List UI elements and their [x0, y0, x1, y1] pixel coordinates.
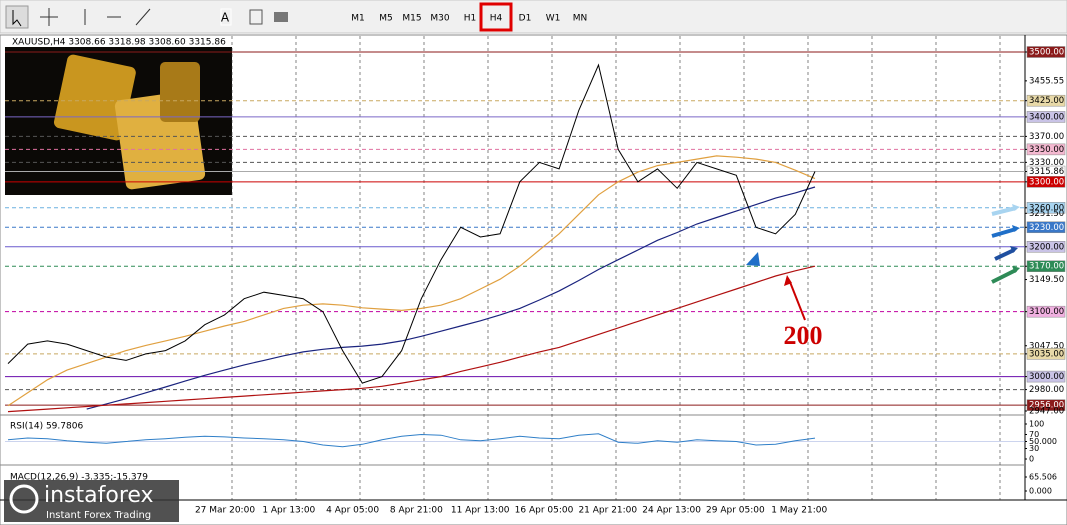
macd-tick-label: 0.000	[1029, 487, 1052, 496]
price-label: 3425.00	[1029, 96, 1064, 106]
price-label: 3251.50	[1029, 209, 1064, 219]
timeframe-button[interactable]: M5	[379, 14, 393, 24]
crosshair-tool[interactable]	[40, 8, 58, 26]
price-label: 3047.50	[1029, 341, 1064, 351]
price-label: 3330.00	[1029, 158, 1064, 168]
price-label: 3200.00	[1029, 242, 1064, 252]
timeframe-button[interactable]: H1	[464, 14, 477, 24]
price-label: 3350.00	[1029, 145, 1064, 155]
toolbar	[0, 0, 1067, 34]
price-label: 2947.00	[1029, 407, 1064, 417]
rsi-tick-label: 100	[1029, 420, 1044, 429]
time-label: 4 Apr 05:00	[326, 506, 379, 516]
rsi-label: RSI(14) 59.7806	[10, 422, 83, 432]
price-label: 3000.00	[1029, 372, 1064, 382]
time-label: 21 Apr 21:00	[578, 506, 637, 516]
chart-header: XAUUSD,H4 3308.66 3318.98 3308.60 3315.8…	[12, 38, 226, 48]
shape-tool[interactable]	[274, 12, 288, 22]
moving-average	[7, 265, 816, 413]
chart-layer: 3500.00 3455.55 3425.00 3400.00 3370.00 3350.…	[5, 36, 1066, 516]
price-label: 3300.00	[1029, 177, 1064, 187]
price-label: 2956.00	[1029, 401, 1064, 411]
price-label: 3400.00	[1029, 112, 1064, 122]
watermark: instaforex Instant Forex Trading	[4, 480, 179, 522]
macd-tick-label: 65.506	[1029, 473, 1057, 482]
timeframe-button[interactable]: W1	[546, 14, 561, 24]
cursor-icon	[12, 10, 22, 27]
rsi-line	[7, 433, 816, 448]
timeframe-button[interactable]: M30	[430, 14, 449, 24]
time-label: 11 Apr 13:00	[451, 506, 510, 516]
price-label: 3149.50	[1029, 275, 1064, 285]
price-label: 3455.55	[1029, 76, 1064, 86]
text-tool[interactable]	[220, 8, 232, 26]
price-label: 3315.86	[1029, 167, 1064, 177]
watermark-brand: instaforex	[44, 483, 154, 508]
price-label: 2980.00	[1029, 385, 1064, 395]
active-timeframe-box	[479, 2, 513, 32]
moving-average	[7, 155, 816, 407]
time-label: 1 May 21:00	[771, 506, 827, 516]
moving-average	[86, 186, 816, 410]
macd-label: MACD(12,26,9) -3.335;-15.379	[10, 473, 148, 483]
price-label: 3035.00	[1029, 349, 1064, 359]
level-arrows	[746, 204, 1020, 321]
price-label: 3500.00	[1029, 48, 1064, 58]
time-label: 1 Apr 13:00	[262, 506, 315, 516]
rsi-tick-label: 70	[1029, 430, 1039, 439]
time-label: 27 Mar 20:00	[195, 506, 255, 516]
price-label: 3170.00	[1029, 262, 1064, 272]
timeframe-button[interactable]: MN	[573, 14, 588, 24]
time-label: 29 Apr 05:00	[706, 506, 765, 516]
timeframe-button[interactable]: H4	[490, 14, 503, 24]
price-label: 3260.00	[1029, 203, 1064, 213]
price-label: 3370.00	[1029, 132, 1064, 142]
text-tool-label[interactable]: A	[221, 11, 230, 25]
gold-image	[5, 47, 232, 195]
rsi-tick-label: 30	[1029, 444, 1039, 453]
chart-frame	[0, 34, 1067, 525]
timeframe-button[interactable]: M15	[402, 14, 421, 24]
time-label: 24 Apr 13:00	[642, 506, 701, 516]
line-tools[interactable]	[84, 8, 151, 26]
price-label: 3100.00	[1029, 307, 1064, 317]
label-tool[interactable]	[249, 9, 263, 25]
rsi-tick-label: 50.000	[1029, 437, 1057, 446]
rsi-tick-label: 0	[1029, 455, 1034, 464]
watermark-tagline: Instant Forex Trading	[46, 510, 151, 521]
time-label: 16 Apr 05:00	[515, 506, 574, 516]
price-label: 3230.00	[1029, 223, 1064, 233]
price-line	[7, 63, 816, 384]
timeframe-button[interactable]: D1	[519, 14, 532, 24]
cursor-tool[interactable]	[5, 5, 29, 29]
annotation: 200	[784, 321, 823, 350]
timeframe-button[interactable]: M1	[351, 14, 365, 24]
time-label: 8 Apr 21:00	[390, 506, 443, 516]
